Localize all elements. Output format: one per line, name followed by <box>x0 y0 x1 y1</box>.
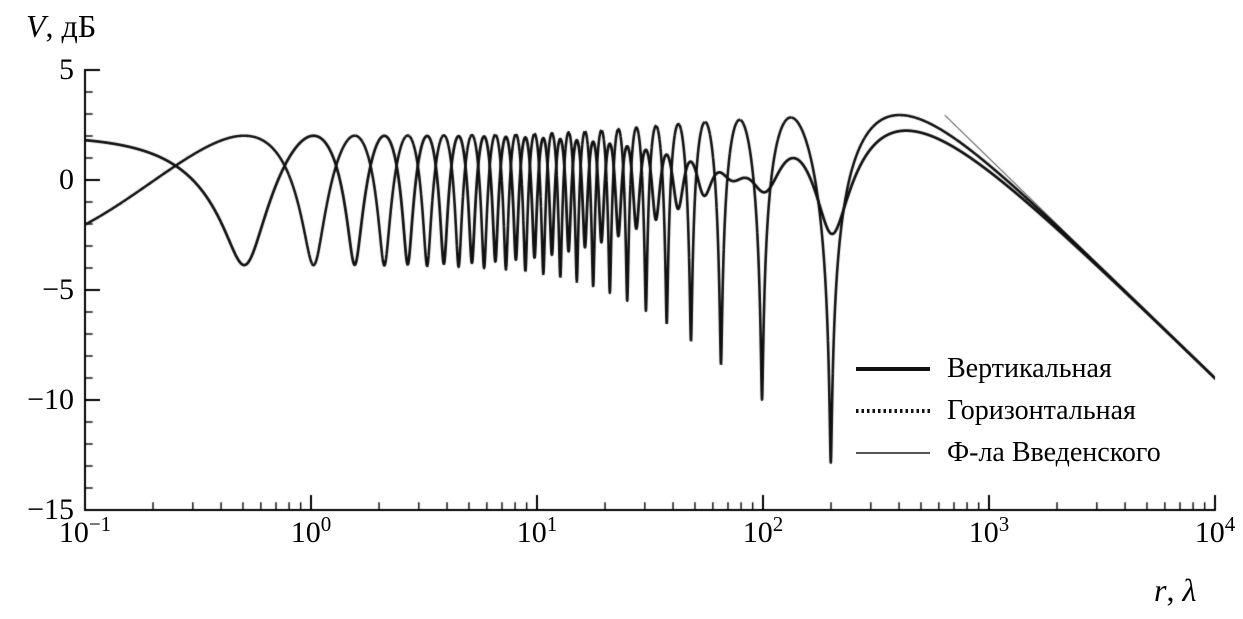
x-tick-label: 104 <box>1194 512 1236 549</box>
y-axis-variable: V <box>26 8 46 44</box>
y-tick-label: −5 <box>42 273 74 306</box>
x-axis-unit: λ <box>1182 572 1197 608</box>
legend: Вертикальная Горизонтальная Ф-ла Введенс… <box>856 348 1161 474</box>
y-tick-label: 0 <box>59 163 74 196</box>
x-axis-label: r, λ <box>1154 574 1196 606</box>
legend-item-vvedensky: Ф-ла Введенского <box>856 432 1161 474</box>
x-axis-variable: r <box>1154 572 1167 608</box>
y-tick-label: −15 <box>27 493 74 526</box>
legend-item-vertical: Вертикальная <box>856 348 1161 390</box>
legend-label-horizontal: Горизонтальная <box>947 395 1136 426</box>
y-tick-label: 5 <box>59 53 74 86</box>
y-axis-unit: дБ <box>61 8 97 44</box>
legend-label-vertical: Вертикальная <box>947 353 1112 384</box>
thin-line-sample-icon <box>856 452 930 454</box>
x-tick-label: 100 <box>290 512 332 549</box>
legend-label-vvedensky: Ф-ла Введенского <box>947 437 1161 468</box>
solid-line-sample-icon <box>856 367 930 371</box>
dotted-line-sample-icon <box>856 409 930 413</box>
x-tick-label: 102 <box>742 512 784 549</box>
x-tick-label: 103 <box>968 512 1010 549</box>
x-axis-separator: , <box>1166 572 1183 608</box>
x-tick-label: 101 <box>516 512 558 549</box>
y-axis-separator: , <box>45 8 62 44</box>
y-tick-label: −10 <box>27 383 74 416</box>
y-axis-label: V, дБ <box>26 10 96 42</box>
x-tick-label: 10−1 <box>58 512 112 549</box>
legend-item-horizontal: Горизонтальная <box>856 390 1161 432</box>
